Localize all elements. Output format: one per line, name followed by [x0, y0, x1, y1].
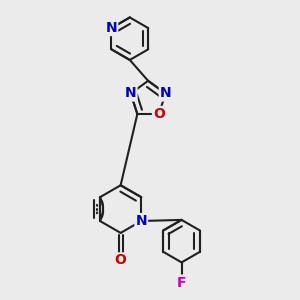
- Text: F: F: [177, 276, 186, 289]
- Text: N: N: [136, 214, 147, 228]
- Text: O: O: [115, 254, 127, 267]
- Text: N: N: [106, 21, 117, 35]
- Text: O: O: [153, 107, 165, 121]
- Text: N: N: [160, 86, 171, 100]
- Text: N: N: [125, 86, 136, 100]
